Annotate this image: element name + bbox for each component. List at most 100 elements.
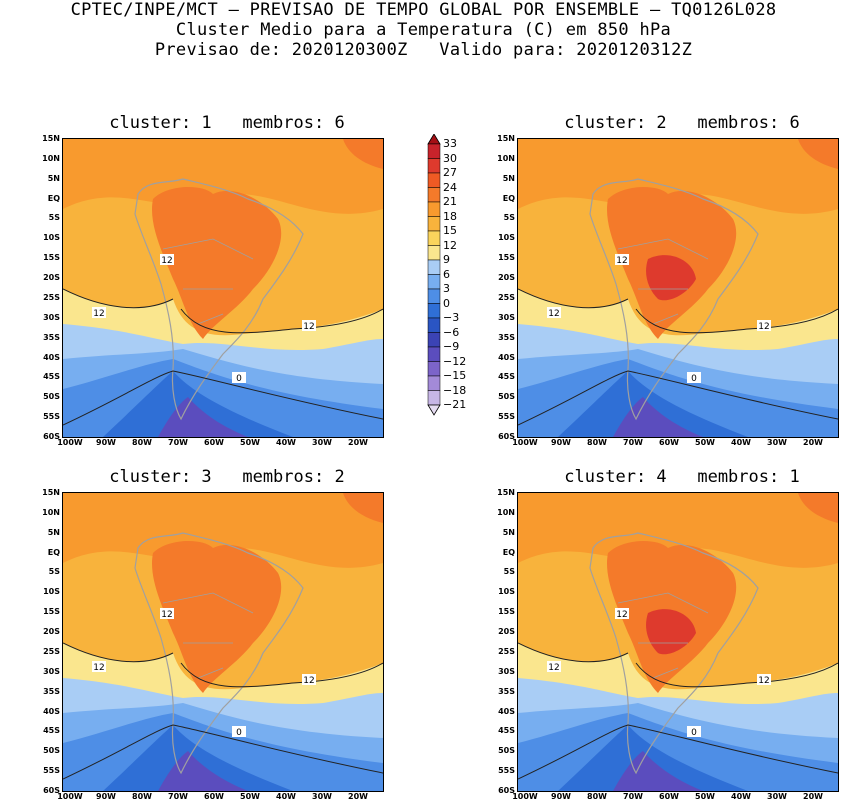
- lon-label: 80W: [587, 438, 607, 447]
- lon-label: 30W: [767, 438, 787, 447]
- lat-label: 5S: [48, 567, 60, 577]
- lat-label: 5S: [503, 213, 515, 223]
- panel-title-4: cluster: 4 membros: 1: [564, 467, 800, 487]
- lon-label: 60W: [204, 792, 224, 801]
- title-line-1: CPTEC/INPE/MCT — PREVISAO DE TEMPO GLOBA…: [70, 0, 777, 20]
- map-panel-4: 12 12 12 0: [517, 492, 839, 792]
- lon-label: 30W: [767, 792, 787, 801]
- lon-label: 20W: [348, 438, 368, 447]
- lat-label: 5N: [502, 173, 515, 183]
- lon-label: 20W: [803, 438, 823, 447]
- map-panel-2: 12 12 12 0: [517, 138, 839, 438]
- lat-label: 50S: [43, 392, 60, 402]
- contour-label: 12: [758, 676, 769, 686]
- lon-label: 70W: [168, 438, 188, 447]
- colorbar-label: −6: [443, 325, 460, 339]
- title-line-2: Cluster Medio para a Temperatura (C) em …: [175, 20, 672, 40]
- lat-label: 15S: [43, 253, 60, 263]
- colorbar: 33 30 27 24 21 18 15 12 9 6 3 0 −3 −6 −9 −12 −15 −18 −21: [424, 133, 484, 446]
- lat-label: 15N: [42, 134, 60, 143]
- lon-label: 80W: [587, 792, 607, 801]
- panel-title-1: cluster: 1 membros: 6: [109, 113, 345, 133]
- lon-label: 30W: [312, 438, 332, 447]
- lon-label: 70W: [623, 438, 643, 447]
- colorbar-swatch: [427, 274, 441, 290]
- lon-label: 50W: [695, 438, 715, 447]
- lat-label: 45S: [498, 726, 515, 736]
- lat-label: 10S: [498, 587, 515, 597]
- lat-label: 30S: [498, 666, 515, 676]
- lat-label: EQ: [47, 547, 60, 557]
- contour-label: 12: [93, 663, 104, 673]
- colorbar-label: 0: [443, 296, 450, 310]
- lat-label: 55S: [43, 412, 60, 422]
- lat-label: 5N: [502, 527, 515, 537]
- colorbar-label: 9: [443, 253, 450, 266]
- lat-label: 60S: [498, 432, 515, 441]
- map-panel-1: 12 12 12 0: [62, 138, 384, 438]
- colorbar-swatch: [427, 201, 441, 217]
- lat-label: 5N: [47, 173, 60, 183]
- lat-label: 20S: [43, 273, 60, 283]
- colorbar-label: 27: [443, 166, 457, 179]
- lat-label: 15S: [498, 253, 515, 263]
- colorbar-swatch: [427, 143, 441, 159]
- lat-label: 5S: [48, 213, 60, 223]
- lon-label: 100W: [57, 438, 83, 447]
- lat-label: 45S: [43, 372, 60, 382]
- lat-label: 60S: [43, 432, 60, 441]
- colorbar-label: 21: [443, 195, 457, 208]
- lat-label: 45S: [43, 726, 60, 736]
- lat-label: 10N: [497, 507, 515, 517]
- colorbar-label: −12: [443, 354, 467, 368]
- lon-label: 100W: [512, 438, 538, 447]
- lat-label: 20S: [498, 627, 515, 637]
- contour-label: 12: [161, 256, 172, 266]
- lat-label: 5S: [503, 567, 515, 577]
- lat-label: 10N: [42, 507, 60, 517]
- lon-label: 50W: [240, 438, 260, 447]
- contour-label: 0: [236, 728, 242, 738]
- lon-label: 60W: [659, 438, 679, 447]
- lon-label: 80W: [132, 438, 152, 447]
- lat-label: 30S: [498, 312, 515, 322]
- panel-title-2: cluster: 2 membros: 6: [564, 113, 800, 133]
- lat-label: 30S: [43, 666, 60, 676]
- lat-label: 40S: [43, 352, 60, 362]
- lat-label: 60S: [43, 786, 60, 795]
- lon-label: 100W: [512, 792, 538, 801]
- colorbar-label: 33: [443, 137, 457, 150]
- contour-label: 12: [548, 309, 559, 319]
- lon-label: 90W: [551, 792, 571, 801]
- colorbar-swatch: [427, 375, 441, 391]
- lat-label: 35S: [43, 332, 60, 342]
- lat-label: 15N: [497, 488, 515, 497]
- colorbar-swatch: [427, 317, 441, 333]
- colorbar-swatch: [427, 216, 441, 232]
- colorbar-label: −3: [443, 311, 460, 324]
- title-line-3: Previsao de: 2020120300Z Valido para: 20…: [154, 40, 693, 60]
- colorbar-label: 24: [443, 180, 457, 194]
- lat-label: 10N: [42, 153, 60, 163]
- contour-label: 12: [758, 322, 769, 332]
- lat-label: 10S: [43, 233, 60, 243]
- colorbar-swatch: [427, 158, 441, 174]
- lat-label: 15N: [497, 134, 515, 143]
- colorbar-label: −15: [443, 369, 467, 382]
- lat-label: 40S: [43, 706, 60, 716]
- lat-label: EQ: [47, 193, 60, 203]
- lon-label: 60W: [659, 792, 679, 801]
- contour-label: 0: [691, 728, 697, 738]
- colorbar-label: −9: [443, 340, 460, 353]
- lon-label: 40W: [276, 438, 296, 447]
- colorbar-label: −18: [443, 383, 467, 397]
- contour-label: 12: [303, 322, 314, 332]
- contour-label: 0: [691, 374, 697, 384]
- colorbar-top-arrow: [427, 133, 441, 145]
- lon-label: 100W: [57, 792, 83, 801]
- colorbar-label: −21: [443, 398, 467, 411]
- lat-label: 55S: [43, 766, 60, 776]
- contour-label: 12: [616, 610, 627, 620]
- lon-label: 50W: [240, 792, 260, 801]
- lat-label: EQ: [502, 193, 515, 203]
